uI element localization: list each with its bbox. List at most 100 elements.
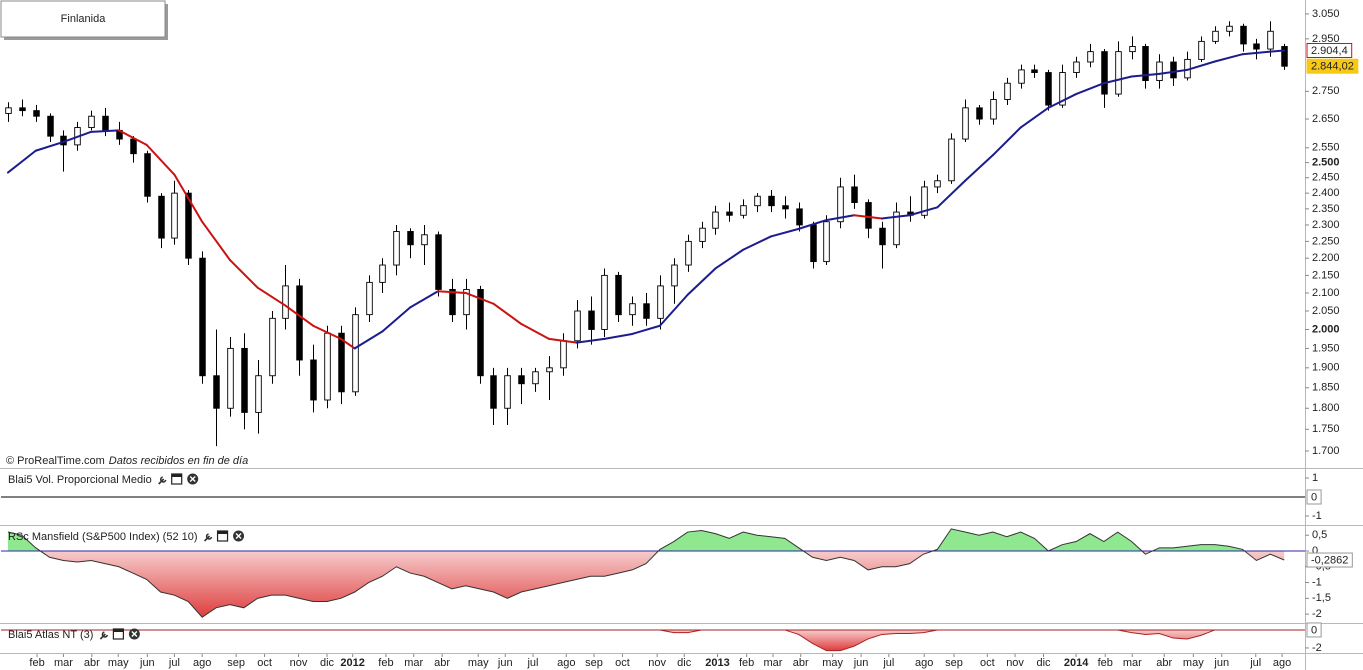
x-tick-label: may [108, 657, 129, 669]
x-tick-label: feb [29, 657, 44, 669]
candle-body [310, 359, 317, 401]
moving-average [339, 337, 356, 350]
candle-body [477, 288, 484, 377]
candle-body [1253, 43, 1260, 50]
moving-average [575, 337, 606, 344]
area-negative [7, 550, 1285, 618]
candle-body [962, 107, 969, 140]
candle-body [379, 264, 386, 283]
y-tick-label: 2.950 [1312, 33, 1340, 45]
moving-average [603, 332, 634, 340]
y-tick-label: 1.950 [1312, 342, 1340, 354]
candle-body [782, 205, 789, 210]
candle-body [1101, 51, 1108, 95]
candle-body [227, 347, 234, 409]
moving-average [1102, 75, 1133, 85]
x-tick-label: feb [739, 657, 754, 669]
value-box: 0 [1306, 622, 1322, 638]
y-tick-label: 2.350 [1312, 203, 1340, 215]
credit-note: Datos recibidos en fin de día [109, 455, 248, 467]
y-tick-label: 0 [1312, 545, 1318, 557]
moving-average [1158, 68, 1189, 75]
value-box-label: 2.844,02 [1311, 61, 1354, 73]
x-tick-label: oct [257, 657, 272, 669]
candle-body [88, 115, 95, 129]
window-icon-bar [171, 474, 182, 477]
candle-body [948, 138, 955, 182]
moving-average [201, 220, 231, 261]
candle-body [393, 231, 400, 266]
candle-body [366, 281, 373, 316]
candle-body [324, 332, 331, 401]
x-tick-label: jul [1249, 657, 1261, 669]
candle-body [1115, 51, 1122, 95]
candle-body [282, 285, 289, 319]
moving-average [34, 140, 65, 152]
candle-body [47, 115, 54, 137]
x-tick-label: jun [853, 657, 869, 669]
moving-average [1047, 93, 1078, 109]
chart-title: Finlanida [61, 13, 107, 25]
moving-average [256, 286, 287, 307]
x-tick-label: mar [1123, 657, 1142, 669]
moving-average [117, 129, 148, 146]
candle-body [1073, 61, 1080, 73]
candle-body [1198, 40, 1205, 60]
y-tick-label: -2 [1312, 642, 1322, 654]
moving-average [1019, 106, 1050, 129]
candles [5, 21, 1288, 447]
candle-body [810, 224, 817, 263]
settings-icon[interactable] [158, 476, 167, 485]
candle-body [1059, 72, 1066, 106]
settings-icon[interactable] [203, 533, 213, 542]
moving-average [409, 290, 439, 309]
panel-title: RSc Mansfield (S&P500 Index) (52 10) [8, 531, 198, 543]
value-box-label: 2.904,4 [1311, 45, 1348, 57]
y-tick-label: 2.000 [1312, 323, 1340, 335]
candle-body [213, 375, 220, 409]
candle-body [712, 211, 719, 229]
x-tick-label: jul [882, 657, 894, 669]
moving-average [714, 248, 745, 270]
area-negative [7, 629, 1285, 651]
candle-body [1156, 61, 1163, 81]
candle-body [1045, 72, 1052, 106]
area-positive [7, 528, 1285, 551]
value-box: 2.904,4 [1306, 42, 1353, 58]
moving-average [1241, 50, 1272, 56]
moving-average [90, 129, 120, 133]
candle-body [1281, 46, 1288, 67]
x-tick-label: ago [915, 657, 933, 669]
moving-average [880, 214, 911, 220]
moving-average [62, 130, 93, 143]
candle-body [754, 195, 761, 207]
x-tick-label: jun [1213, 657, 1229, 669]
candle-body [338, 332, 345, 393]
y-tick-label: 1.800 [1312, 402, 1340, 414]
moving-average [769, 227, 800, 238]
panel-title: Blai5 Atlas NT (3) [8, 629, 93, 641]
value-box: 2.844,02 [1306, 58, 1359, 74]
settings-icon[interactable] [99, 631, 109, 640]
candle-body [435, 234, 442, 290]
y-tick-label: 0,5 [1312, 529, 1327, 541]
x-tick-label: dic [1036, 657, 1051, 669]
x-tick-label: abr [1156, 657, 1172, 669]
moving-average [1130, 72, 1161, 78]
candle-body [33, 110, 40, 117]
candle-body [865, 202, 872, 229]
candle-body [1018, 69, 1025, 84]
moving-average [228, 258, 259, 289]
y-tick-label: -1 [1312, 510, 1322, 522]
candle-body [685, 240, 692, 266]
candle-body [199, 257, 206, 377]
indicator-line [7, 629, 1285, 652]
candle-body [851, 186, 858, 203]
candle-body [255, 375, 262, 413]
y-tick-label: 3.050 [1312, 8, 1340, 20]
candle-body [407, 231, 414, 246]
window-icon-bar [217, 531, 228, 534]
panel-icons [203, 530, 245, 542]
moving-average [686, 267, 717, 296]
candle-body [269, 317, 276, 377]
